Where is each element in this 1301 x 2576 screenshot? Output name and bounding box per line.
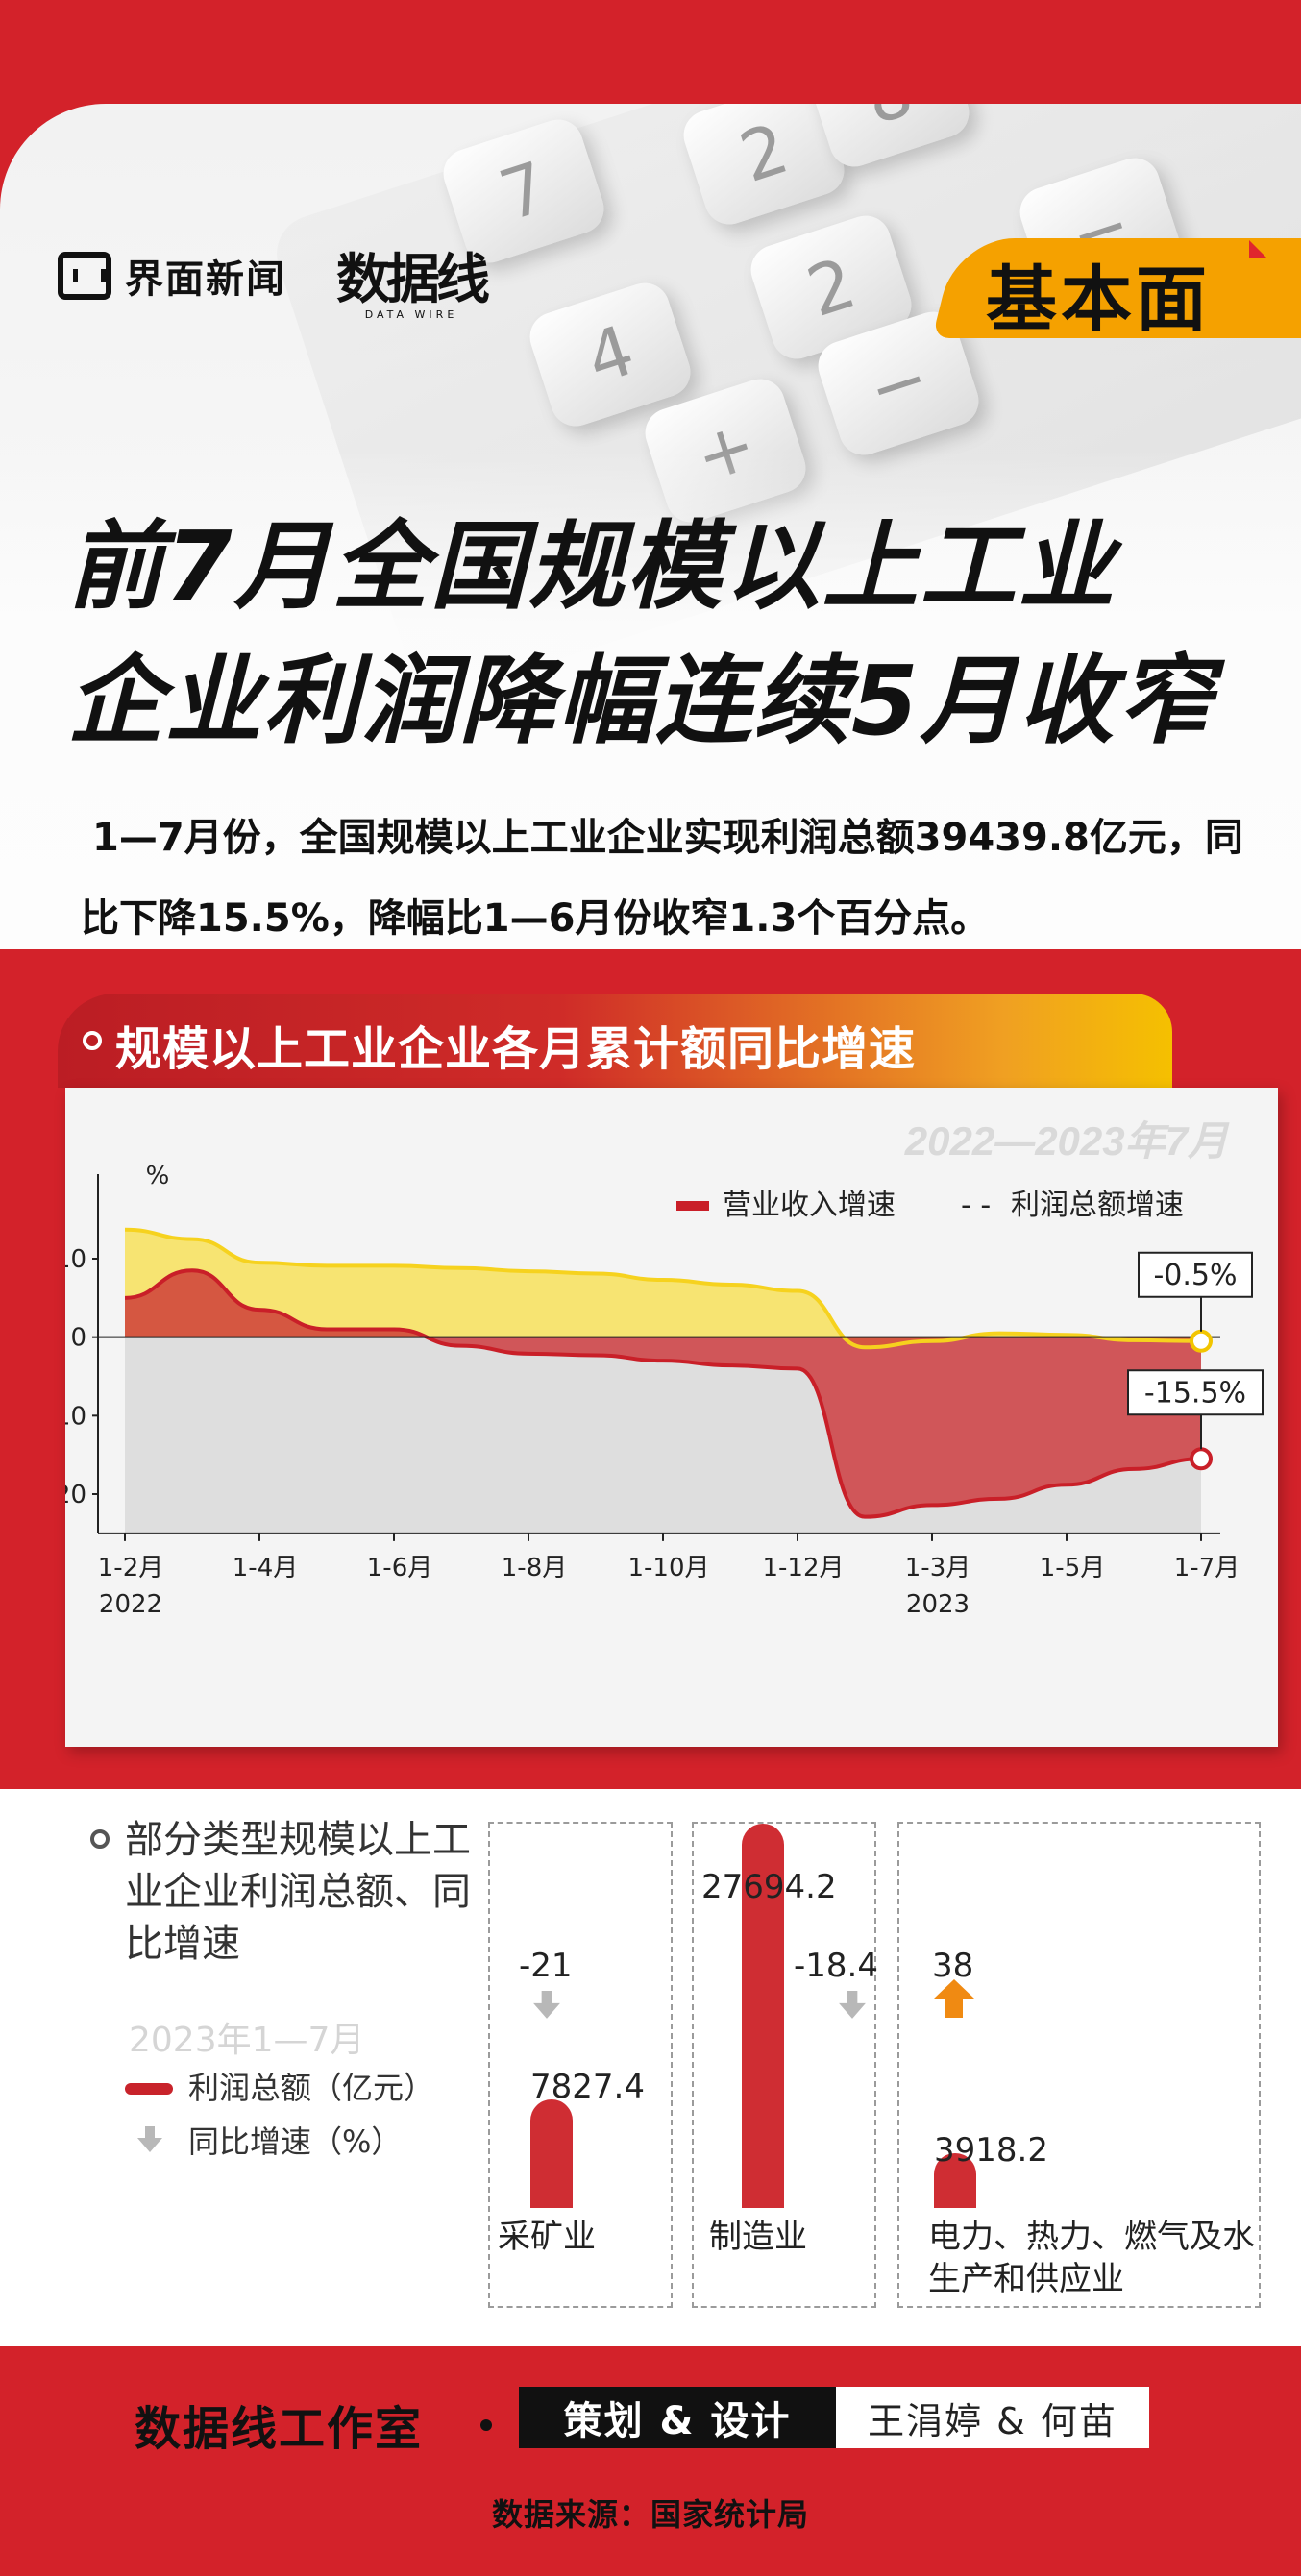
industry-category-label: 制造业: [709, 2218, 807, 2256]
chart-legend: 营业收入增速 - - 利润总额增速: [676, 1189, 1184, 1222]
end-point-marker: [1190, 1447, 1213, 1471]
footer-separator-dot: [480, 2419, 492, 2431]
x-year-label: 2022: [99, 1590, 162, 1619]
legend-swatch-profit: - -: [961, 1189, 991, 1222]
x-tick-label: 1-12月: [762, 1554, 844, 1582]
section2-title: 部分类型规模以上工业企业利润总额、同比增速: [125, 1818, 471, 1966]
x-tick-label: 1-4月: [233, 1554, 298, 1582]
legend-profit-label: 利润总额（亿元）: [188, 2070, 435, 2106]
y-tick-label: 10: [65, 1245, 86, 1274]
jiemian-logo-text: 界面新闻: [125, 258, 286, 302]
x-year-label: 2023: [906, 1590, 970, 1619]
section1-title: 规模以上工业企业各月累计额同比增速: [115, 1022, 917, 1076]
industry-box-manufacturing: [692, 1822, 876, 2308]
growth-area-chart: 2022—2023年7月 % 营业收入增速 - - 利润总额增速 10 0 -10 -…: [65, 1118, 1264, 1619]
section2-panel: [0, 1789, 1301, 2346]
datawire-logo-subtext: DATA WIRE: [364, 308, 458, 321]
profit-area: [125, 1270, 1201, 1517]
x-tick-label: 1-8月: [502, 1554, 567, 1582]
arrow-up-icon: [934, 1979, 974, 2018]
x-tick-label: 1-2月: [98, 1554, 163, 1582]
jiemian-logo: 界面新闻: [58, 248, 286, 304]
revenue-line: [124, 1227, 1202, 1350]
profit-bar: [934, 2153, 976, 2208]
x-tick-label: 1-7月: [1174, 1554, 1240, 1582]
industry-box-utilities: [897, 1822, 1261, 2308]
section1-header-bar: [58, 994, 1172, 1088]
bullet-circle-icon: [83, 1031, 102, 1050]
legend-growth-label: 同比增速（%）: [188, 2123, 403, 2160]
revenue-area: [125, 1229, 1201, 1348]
datawire-logo-text: 数据线: [336, 248, 490, 311]
y-tick-label: 0: [70, 1324, 86, 1353]
industry-category-label: 采矿业: [498, 2218, 596, 2256]
industry-box-mining: [488, 1822, 673, 2308]
y-tick-label: -20: [65, 1481, 86, 1509]
arrow-down-icon: [137, 2126, 162, 2152]
growth-value-label: 38: [932, 1947, 974, 1985]
arrow-down-icon: [533, 1991, 560, 2019]
profit-value-label: 7827.4: [530, 2068, 645, 2106]
legend-label-revenue: 营业收入增速: [723, 1189, 896, 1222]
hero-fade: [0, 450, 1301, 949]
jiemian-logo-icon: [58, 252, 111, 300]
arrow-up-right-icon: [1249, 240, 1266, 258]
y-tick-label: -10: [65, 1402, 86, 1431]
profit-line: [124, 1268, 1202, 1519]
growth-value-label: -18.4: [794, 1947, 878, 1985]
end-point-marker: [1190, 1329, 1213, 1353]
x-tick-label: 1-6月: [367, 1554, 432, 1582]
callout-box: [1127, 1369, 1264, 1416]
profit-value-label: 27694.2: [701, 1868, 837, 1906]
industry-category-label: 电力、热力、燃气及水生产和供应业: [928, 2218, 1255, 2298]
data-source: 数据来源：国家统计局: [491, 2496, 809, 2533]
section2-period: 2023年1—7月: [129, 2021, 365, 2060]
profit-bar: [530, 2098, 573, 2208]
headline: 前7月全国规模以上工业 企业利润降幅连续5月收窄: [67, 500, 1278, 769]
chart-period: 2022—2023年7月: [904, 1118, 1230, 1164]
bullet-circle-icon: [90, 1829, 110, 1849]
callout-box: [1138, 1251, 1253, 1298]
section-tag: 基本面: [986, 258, 1211, 341]
growth-value-label: -21: [519, 1947, 573, 1985]
headline-line-1: 前7月全国规模以上工业: [67, 510, 1117, 623]
x-tick-label: 1-3月: [905, 1554, 970, 1582]
legend-profit-swatch: [125, 2083, 173, 2095]
growth-chart-card: 2022—2023年7月 % 营业收入增速 - - 利润总额增速 10 0 -10 -…: [65, 1088, 1278, 1747]
callout-label: -0.5%: [1153, 1259, 1237, 1292]
footer-studio: 数据线工作室: [135, 2402, 424, 2456]
callout-label: -15.5%: [1144, 1376, 1246, 1410]
headline-line-2: 企业利润降幅连续5月收窄: [67, 645, 1215, 757]
datawire-logo: 数据线 DATA WIRE: [336, 236, 490, 321]
x-tick-label: 1-5月: [1040, 1554, 1105, 1582]
footer-names: 王涓婷 & 何苗: [836, 2387, 1149, 2448]
legend-swatch-revenue: [676, 1201, 709, 1211]
lede-paragraph: 1—7月份，全国规模以上工业企业实现利润总额39439.8亿元，同比下降15.5…: [81, 816, 1243, 941]
legend-label-profit: 利润总额增速: [1011, 1189, 1184, 1222]
x-tick-label: 1-10月: [627, 1554, 709, 1582]
profit-value-label: 3918.2: [934, 2131, 1048, 2170]
arrow-down-icon: [839, 1991, 866, 2019]
y-axis-unit: %: [146, 1162, 170, 1190]
footer-role: 策划 & 设计: [519, 2387, 836, 2448]
profit-bar: [742, 1824, 784, 2208]
